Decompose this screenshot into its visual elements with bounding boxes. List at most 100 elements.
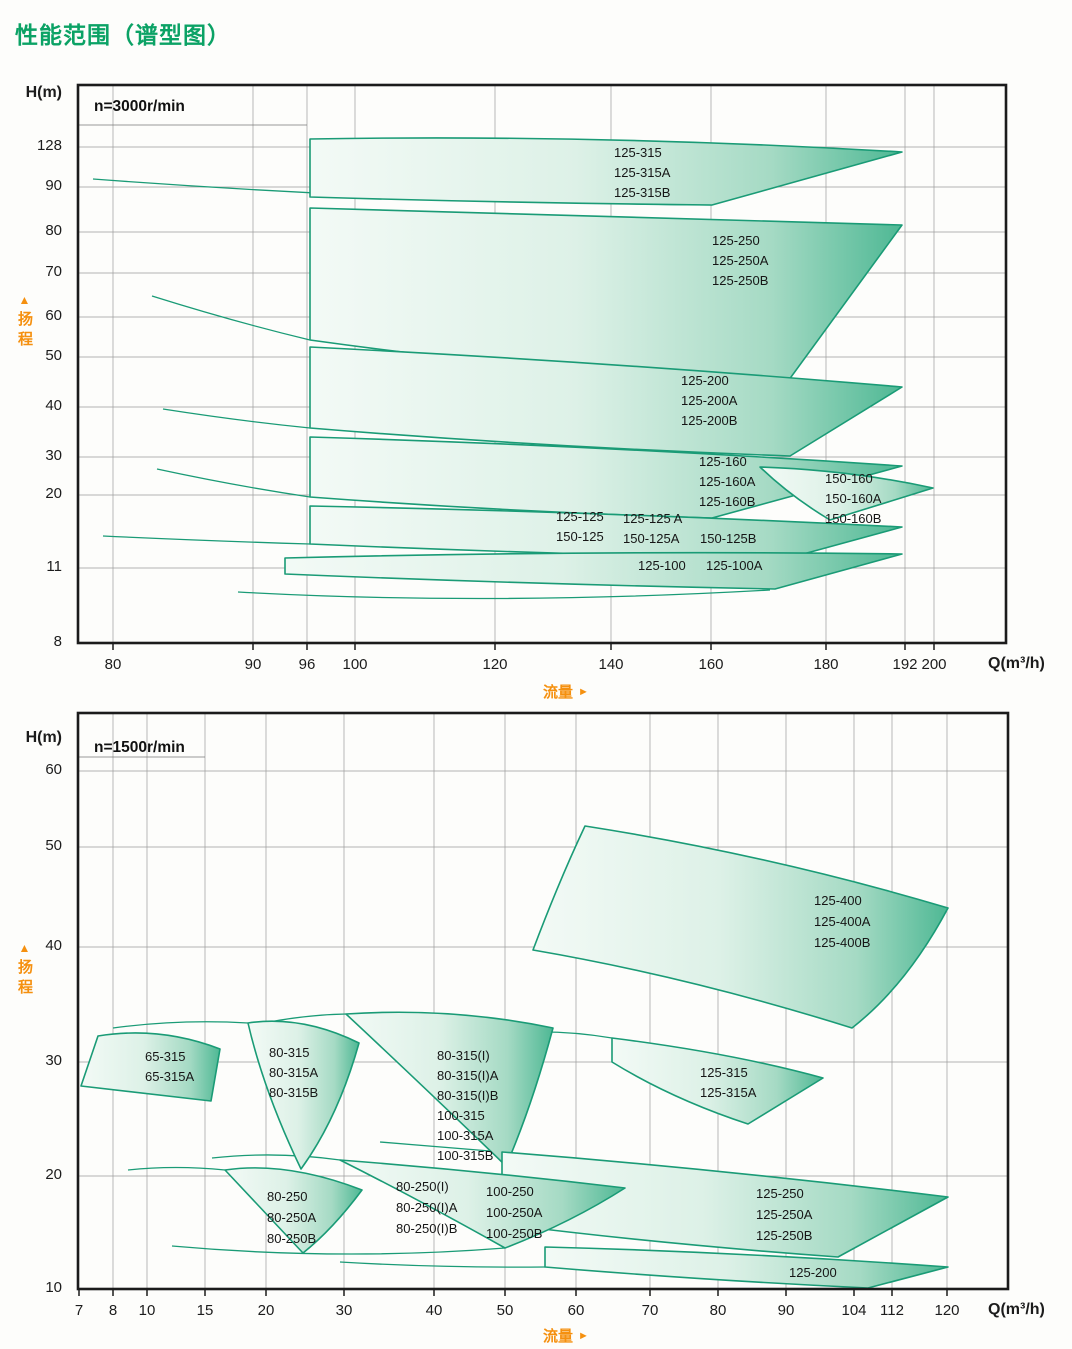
region-label: 125-400B (814, 935, 871, 950)
y-axis-unit-1500: H(m) (25, 729, 62, 746)
labels-125-315-1500-group: 125-315 125-315A (700, 1063, 756, 1103)
labels-125-200-group: 125-200 125-200A 125-200B (681, 371, 737, 431)
region-125-200-area (309, 346, 903, 457)
x-tick: 10 (138, 1302, 156, 1319)
region-label: 80-250A (267, 1210, 317, 1225)
y-axis-unit-3000: H(m) (25, 84, 62, 101)
labels-65-315-group: 65-315 65-315A (145, 1047, 194, 1087)
region-label: 125-125 A (623, 511, 683, 526)
region-label: 125-250A (756, 1207, 813, 1222)
labels-125-250-1500-group: 125-250 125-250A 125-250B (756, 1183, 812, 1246)
region-label: 150-160 (825, 471, 873, 486)
x-tick: 40 (425, 1302, 443, 1319)
y-tick: 11 (46, 558, 62, 575)
labels-125-250-group: 125-250 125-250A 125-250B (712, 231, 768, 291)
y-tick: 60 (45, 307, 62, 324)
region-label: 65-315 (145, 1049, 186, 1064)
chart-3000-regions (284, 137, 934, 590)
chart-3000-frame (76, 83, 1008, 645)
labels-80-315I-group: 80-315(I) 80-315(I)A 80-315(I)B 100-315 … (437, 1046, 498, 1166)
flow-text: 流量 (543, 1328, 574, 1345)
region-label: 125-200 (789, 1265, 837, 1280)
flow-axis-label-3000: 流量 ► (543, 681, 589, 702)
x-tick: 96 (298, 656, 316, 673)
region-label: 125-160 (699, 454, 747, 469)
region-label: 80-250(I)A (396, 1200, 458, 1215)
region-label: 125-315A (614, 165, 671, 180)
region-label: 125-315B (614, 185, 671, 200)
region-label: 125-250A (712, 253, 769, 268)
head-arrow-icon: ▲ (18, 941, 31, 955)
x-tick: 180 (813, 656, 839, 673)
region-125-315-1500-area (611, 1037, 824, 1125)
x-tick: 20 (257, 1302, 275, 1319)
chart-1500-x-tickmarks (78, 1289, 948, 1296)
x-tick: 8 (108, 1302, 118, 1319)
region-label: 150-160A (825, 491, 882, 506)
y-tick: 60 (45, 761, 62, 778)
region-label: 125-250B (712, 273, 769, 288)
region-label: 125-200B (681, 413, 738, 428)
flow-axis-label-1500: 流量 ► (543, 1325, 589, 1346)
region-label: 125-125 (556, 509, 604, 524)
x-tick: 60 (567, 1302, 585, 1319)
labels-125-160-group: 125-160 125-160A 125-160B (699, 452, 755, 512)
region-label: 125-160A (699, 474, 756, 489)
page-title: 性能范围（谱型图） (15, 22, 231, 48)
x-tick: 160 (698, 656, 724, 673)
region-label: 80-315A (269, 1065, 319, 1080)
region-label: 100-315B (437, 1148, 494, 1163)
region-label: 150-125 (556, 529, 604, 544)
x-tick: 112 (880, 1302, 904, 1319)
region-label: 150-125B (700, 531, 757, 546)
region-label: 125-250 (756, 1186, 804, 1201)
head-arrow-icon: ▲ (18, 293, 31, 307)
flow-arrow-icon: ► (578, 1329, 589, 1342)
region-label: 125-200 (681, 373, 729, 388)
region-label: 125-100A (706, 558, 763, 573)
y-tick: 8 (53, 633, 62, 650)
y-tick: 90 (45, 177, 62, 194)
region-label: 80-315(I)B (437, 1088, 499, 1103)
x-tick: 100 (342, 656, 368, 673)
x-tick: 120 (482, 656, 508, 673)
head-text: 扬程 (16, 311, 33, 351)
region-label: 80-315B (269, 1085, 319, 1100)
region-label: 100-250B (486, 1226, 543, 1241)
region-125-250-1500-area (501, 1151, 949, 1258)
region-label: 100-315A (437, 1128, 494, 1143)
x-tick: 90 (777, 1302, 795, 1319)
x-tick: 200 (921, 656, 947, 673)
region-80-250-area (224, 1167, 363, 1254)
labels-80-250-group: 80-250 80-250A 80-250B (267, 1186, 316, 1249)
region-100-250-area (339, 1159, 626, 1249)
head-axis-label-1500: ▲ 扬程 (14, 941, 35, 999)
labels-125-100-a: 125-100 (638, 556, 686, 576)
region-label: 100-250 (486, 1184, 534, 1199)
x-tick: 7 (74, 1302, 84, 1319)
labels-150-160-group: 150-160 150-160A 150-160B (825, 469, 881, 529)
y-tick: 128 (36, 137, 62, 154)
region-label: 125-400 (814, 893, 862, 908)
region-125-160-area (309, 436, 903, 519)
x-tick: 120 (934, 1302, 960, 1319)
x-axis-unit-3000: Q(m³/h) (988, 655, 1045, 672)
y-tick: 70 (45, 263, 62, 280)
head-text: 扬程 (16, 959, 33, 999)
region-label: 150-160B (825, 511, 882, 526)
flow-arrow-icon: ► (578, 685, 589, 698)
y-tick: 30 (45, 1052, 62, 1069)
y-tick: 80 (45, 222, 62, 239)
region-80-315-area (247, 1020, 360, 1170)
region-label: 80-250(I) (396, 1179, 449, 1194)
labels-125-125-col2: 125-125 A 150-125A (623, 509, 682, 549)
y-tick: 40 (45, 397, 62, 414)
y-tick: 20 (45, 1166, 62, 1183)
labels-80-315-group: 80-315 80-315A 80-315B (269, 1043, 318, 1103)
labels-125-315-group: 125-315 125-315A 125-315B (614, 143, 670, 203)
region-label: 100-315 (437, 1108, 485, 1123)
region-label: 80-250 (267, 1189, 308, 1204)
y-tick: 40 (45, 937, 62, 954)
x-tick: 192 (892, 656, 918, 673)
